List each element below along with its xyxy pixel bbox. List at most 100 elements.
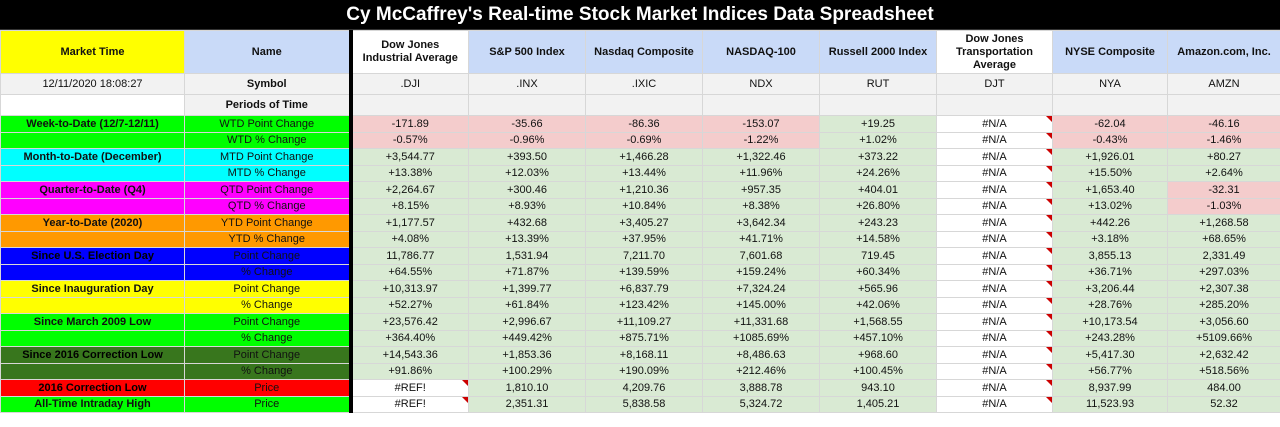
- value-cell[interactable]: 1,810.10: [468, 379, 586, 397]
- value-cell[interactable]: +139.59%: [585, 263, 703, 281]
- value-cell[interactable]: +8.93%: [468, 197, 586, 215]
- value-cell[interactable]: #N/A: [936, 280, 1053, 298]
- empty-cell[interactable]: [1052, 94, 1168, 116]
- value-cell[interactable]: +13.38%: [348, 164, 469, 182]
- metric-label[interactable]: MTD % Change: [184, 164, 351, 182]
- index-name[interactable]: Russell 2000 Index: [819, 30, 937, 74]
- value-cell[interactable]: 11,786.77: [348, 247, 469, 265]
- period-label[interactable]: Month-to-Date (December): [0, 148, 185, 166]
- value-cell[interactable]: #N/A: [936, 230, 1053, 248]
- value-cell[interactable]: +1,853.36: [468, 346, 586, 364]
- value-cell[interactable]: +1085.69%: [702, 329, 820, 347]
- value-cell[interactable]: 2,351.31: [468, 395, 586, 413]
- value-cell[interactable]: +123.42%: [585, 296, 703, 314]
- value-cell[interactable]: 7,601.68: [702, 247, 820, 265]
- value-cell[interactable]: +297.03%: [1167, 263, 1280, 281]
- value-cell[interactable]: 484.00: [1167, 379, 1280, 397]
- value-cell[interactable]: +5,417.30: [1052, 346, 1168, 364]
- value-cell[interactable]: +36.71%: [1052, 263, 1168, 281]
- value-cell[interactable]: +28.76%: [1052, 296, 1168, 314]
- value-cell[interactable]: +442.26: [1052, 214, 1168, 232]
- value-cell[interactable]: #N/A: [936, 115, 1053, 133]
- value-cell[interactable]: +60.34%: [819, 263, 937, 281]
- index-symbol[interactable]: .IXIC: [585, 73, 703, 95]
- empty-cell[interactable]: [468, 94, 586, 116]
- empty-cell[interactable]: [0, 94, 185, 116]
- value-cell[interactable]: 943.10: [819, 379, 937, 397]
- value-cell[interactable]: 719.45: [819, 247, 937, 265]
- value-cell[interactable]: +10,173.54: [1052, 313, 1168, 331]
- value-cell[interactable]: #N/A: [936, 379, 1053, 397]
- period-label[interactable]: [0, 329, 185, 347]
- period-label[interactable]: [0, 296, 185, 314]
- value-cell[interactable]: +404.01: [819, 181, 937, 199]
- value-cell[interactable]: +8,168.11: [585, 346, 703, 364]
- value-cell[interactable]: +1,268.58: [1167, 214, 1280, 232]
- index-symbol[interactable]: AMZN: [1167, 73, 1280, 95]
- value-cell[interactable]: #N/A: [936, 362, 1053, 380]
- metric-label[interactable]: % Change: [184, 296, 351, 314]
- index-name[interactable]: S&P 500 Index: [468, 30, 586, 74]
- value-cell[interactable]: #N/A: [936, 214, 1053, 232]
- value-cell[interactable]: +10.84%: [585, 197, 703, 215]
- value-cell[interactable]: +1,568.55: [819, 313, 937, 331]
- metric-label[interactable]: MTD Point Change: [184, 148, 351, 166]
- value-cell[interactable]: +1,322.46: [702, 148, 820, 166]
- value-cell[interactable]: #N/A: [936, 313, 1053, 331]
- value-cell[interactable]: +61.84%: [468, 296, 586, 314]
- index-name[interactable]: Dow Jones Transportation Average: [936, 30, 1053, 74]
- period-label[interactable]: [0, 362, 185, 380]
- value-cell[interactable]: +1.02%: [819, 131, 937, 149]
- index-name[interactable]: Amazon.com, Inc.: [1167, 30, 1280, 74]
- metric-label[interactable]: WTD % Change: [184, 131, 351, 149]
- value-cell[interactable]: +1,177.57: [348, 214, 469, 232]
- symbol-label[interactable]: Symbol: [184, 73, 351, 95]
- value-cell[interactable]: +243.28%: [1052, 329, 1168, 347]
- empty-cell[interactable]: [819, 94, 937, 116]
- value-cell[interactable]: +432.68: [468, 214, 586, 232]
- value-cell[interactable]: +7,324.24: [702, 280, 820, 298]
- value-cell[interactable]: -153.07: [702, 115, 820, 133]
- index-name[interactable]: Dow Jones Industrial Average: [348, 30, 469, 74]
- value-cell[interactable]: +12.03%: [468, 164, 586, 182]
- value-cell[interactable]: +565.96: [819, 280, 937, 298]
- value-cell[interactable]: 1,405.21: [819, 395, 937, 413]
- value-cell[interactable]: +1,653.40: [1052, 181, 1168, 199]
- value-cell[interactable]: +393.50: [468, 148, 586, 166]
- value-cell[interactable]: +2.64%: [1167, 164, 1280, 182]
- value-cell[interactable]: #N/A: [936, 346, 1053, 364]
- index-symbol[interactable]: NYA: [1052, 73, 1168, 95]
- market-timestamp[interactable]: 12/11/2020 18:08:27: [0, 73, 185, 95]
- value-cell[interactable]: +26.80%: [819, 197, 937, 215]
- metric-label[interactable]: QTD Point Change: [184, 181, 351, 199]
- value-cell[interactable]: +285.20%: [1167, 296, 1280, 314]
- value-cell[interactable]: +15.50%: [1052, 164, 1168, 182]
- period-label[interactable]: Since U.S. Election Day: [0, 247, 185, 265]
- value-cell[interactable]: #N/A: [936, 148, 1053, 166]
- value-cell[interactable]: +449.42%: [468, 329, 586, 347]
- value-cell[interactable]: +19.25: [819, 115, 937, 133]
- value-cell[interactable]: #N/A: [936, 296, 1053, 314]
- value-cell[interactable]: +64.55%: [348, 263, 469, 281]
- period-label[interactable]: [0, 230, 185, 248]
- value-cell[interactable]: 8,937.99: [1052, 379, 1168, 397]
- name-label[interactable]: Name: [184, 30, 351, 74]
- value-cell[interactable]: +56.77%: [1052, 362, 1168, 380]
- period-label[interactable]: All-Time Intraday High: [0, 395, 185, 413]
- value-cell[interactable]: +1,210.36: [585, 181, 703, 199]
- metric-label[interactable]: Point Change: [184, 280, 351, 298]
- period-label[interactable]: 2016 Correction Low: [0, 379, 185, 397]
- value-cell[interactable]: #N/A: [936, 247, 1053, 265]
- value-cell[interactable]: +300.46: [468, 181, 586, 199]
- value-cell[interactable]: +243.23: [819, 214, 937, 232]
- metric-label[interactable]: % Change: [184, 263, 351, 281]
- period-label[interactable]: Since March 2009 Low: [0, 313, 185, 331]
- value-cell[interactable]: #N/A: [936, 329, 1053, 347]
- value-cell[interactable]: +42.06%: [819, 296, 937, 314]
- empty-cell[interactable]: [702, 94, 820, 116]
- value-cell[interactable]: -32.31: [1167, 181, 1280, 199]
- value-cell[interactable]: +100.45%: [819, 362, 937, 380]
- value-cell[interactable]: +100.29%: [468, 362, 586, 380]
- period-label[interactable]: Quarter-to-Date (Q4): [0, 181, 185, 199]
- metric-label[interactable]: Point Change: [184, 346, 351, 364]
